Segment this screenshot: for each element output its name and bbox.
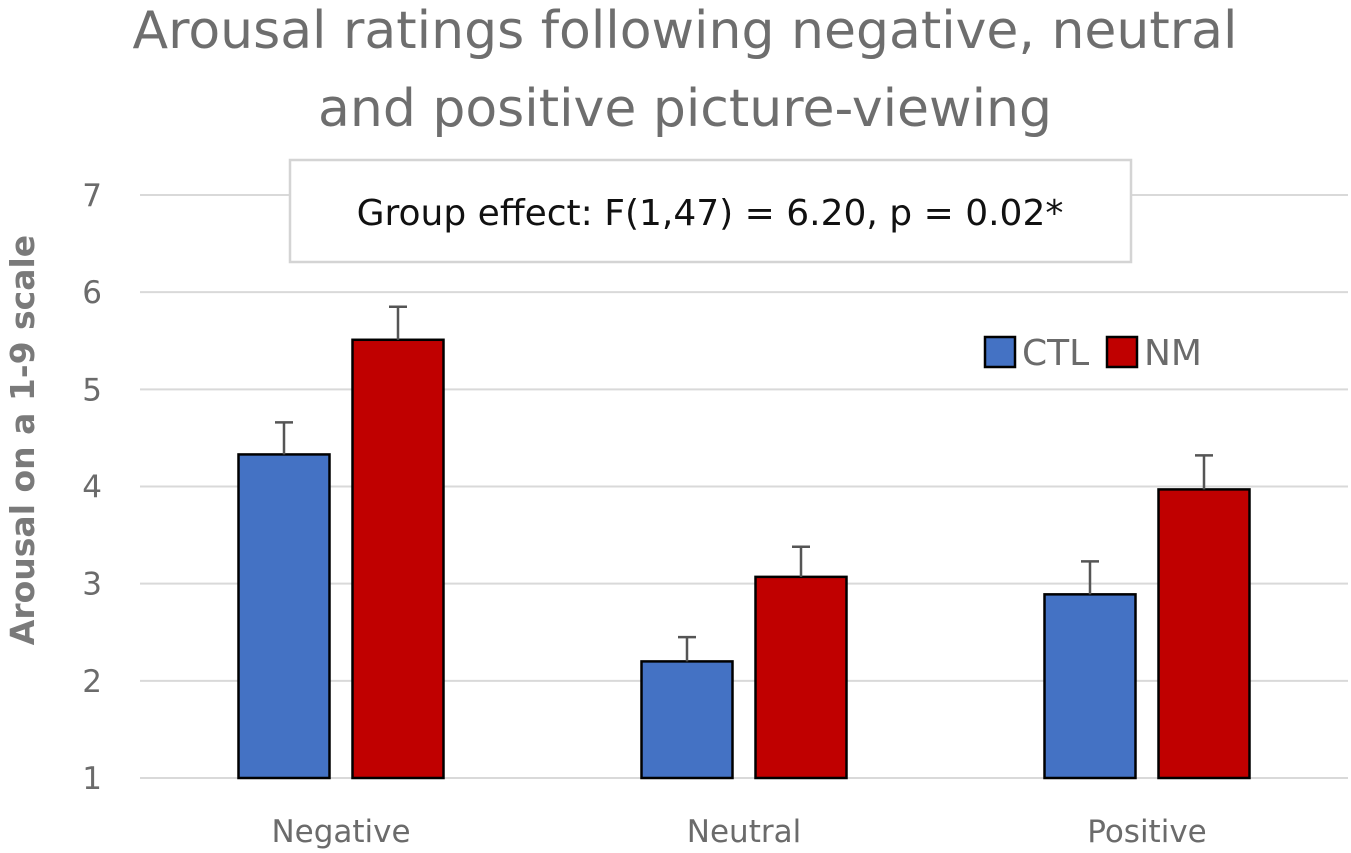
x-tick-label-positive: Positive (1087, 814, 1207, 850)
bars (237, 338, 1251, 780)
legend: CTL NM (983, 333, 1202, 374)
bar-positive-nm (1157, 488, 1251, 780)
x-tick-labels: Negative Neutral Positive (271, 814, 1206, 850)
bar-positive-ctl (1043, 593, 1137, 780)
y-axis-label: Arousal on a 1-9 scale (3, 235, 42, 645)
bar-neutral-ctl (640, 660, 734, 780)
y-tick-labels: 1 2 3 4 5 6 7 (82, 178, 102, 797)
legend-swatch-ctl (983, 335, 1017, 369)
y-tick-label-2: 2 (82, 664, 102, 700)
y-tick-label-5: 5 (82, 372, 102, 408)
y-tick-label-1: 1 (82, 761, 102, 797)
y-tick-label-3: 3 (82, 567, 102, 603)
chart-title-line-1: Arousal ratings following negative, neut… (133, 1, 1238, 61)
x-tick-label-negative: Negative (271, 814, 410, 850)
bar-neutral-nm (754, 575, 848, 780)
annotation-box: Group effect: F(1,47) = 6.20, p = 0.02* (288, 158, 1133, 264)
legend-label-nm: NM (1144, 333, 1202, 374)
legend-label-ctl: CTL (1022, 333, 1089, 374)
error-bars (275, 305, 1213, 662)
chart-title-line-2: and positive picture-viewing (318, 79, 1052, 139)
y-tick-label-4: 4 (82, 470, 102, 506)
y-tick-label-6: 6 (82, 275, 102, 311)
annotation-frame (288, 158, 1133, 264)
x-tick-label-neutral: Neutral (687, 814, 801, 850)
bar-negative-nm (351, 338, 445, 780)
bar-negative-ctl (237, 453, 331, 780)
annotation-text: Group effect: F(1,47) = 6.20, p = 0.02* (357, 193, 1064, 234)
y-tick-label-7: 7 (82, 178, 102, 214)
legend-swatch-nm (1105, 335, 1139, 369)
